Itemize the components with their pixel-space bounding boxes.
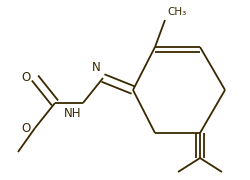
Text: NH: NH xyxy=(63,107,81,120)
Text: N: N xyxy=(92,61,100,74)
Text: CH₃: CH₃ xyxy=(166,7,186,17)
Text: O: O xyxy=(22,71,31,84)
Text: O: O xyxy=(22,123,31,136)
